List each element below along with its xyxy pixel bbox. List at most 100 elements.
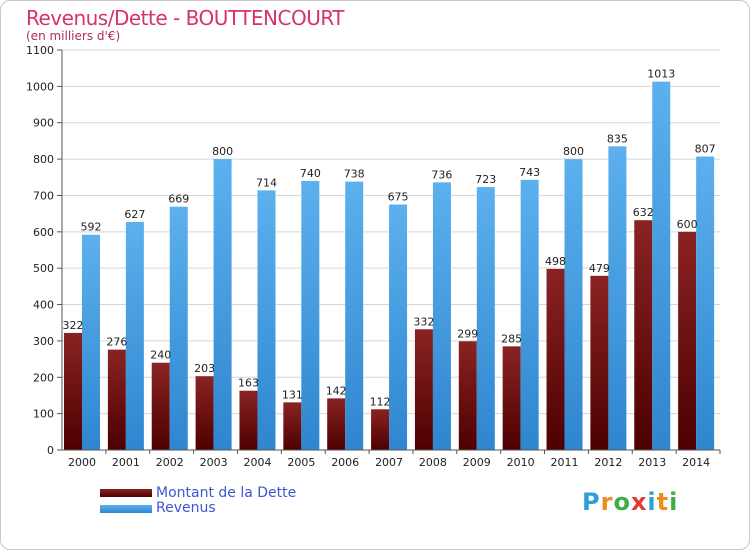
bar-revenue [608,146,627,450]
legend-swatch-revenue [100,505,152,513]
x-tick-label: 2004 [243,456,271,469]
data-label-revenue: 740 [300,167,321,180]
bar-debt [414,329,433,450]
bar-revenue [520,179,539,450]
data-label-revenue: 738 [344,168,365,181]
x-tick-label: 2003 [200,456,228,469]
y-tick-label: 300 [33,335,54,348]
logo-letter: o [613,488,631,516]
proxiti-logo: Proxiti [582,488,678,516]
data-label-debt: 498 [545,255,566,268]
x-tick-label: 2000 [68,456,96,469]
data-label-debt: 600 [677,218,698,231]
x-tick-label: 2010 [507,456,535,469]
bar-debt [502,346,521,450]
data-label-revenue: 714 [256,176,277,189]
bar-revenue [82,234,100,450]
data-label-revenue: 800 [563,145,584,158]
x-tick-label: 2014 [682,456,710,469]
data-label-revenue: 800 [212,145,233,158]
bar-revenue [432,182,451,450]
data-label-debt: 112 [370,395,391,408]
data-label-debt: 299 [457,327,478,340]
y-tick-label: 100 [33,408,54,421]
bar-debt [151,362,170,450]
y-tick-label: 500 [33,262,54,275]
data-label-debt: 142 [326,384,347,397]
y-tick-label: 900 [33,117,54,130]
legend-label-debt: Montant de la Dette [156,485,297,501]
bar-revenue [213,159,232,450]
bar-revenue [389,204,408,450]
x-tick-label: 2001 [112,456,140,469]
bar-debt [327,398,346,450]
x-tick-label: 2012 [594,456,622,469]
x-tick-label: 2013 [638,456,666,469]
x-tick-label: 2006 [331,456,359,469]
x-tick-label: 2011 [551,456,579,469]
bar-debt [371,409,390,450]
y-tick-label: 1000 [26,80,54,93]
data-label-revenue: 743 [519,166,540,179]
data-label-debt: 285 [501,332,522,345]
data-label-debt: 276 [106,336,127,349]
y-tick-label: 200 [33,371,54,384]
data-label-revenue: 592 [81,221,102,234]
bar-debt [546,268,565,450]
legend-label-revenue: Revenus [156,500,216,516]
bar-debt [107,349,126,450]
logo-letter: P [582,488,601,516]
data-label-revenue: 669 [168,193,189,206]
data-label-revenue: 675 [388,191,409,204]
bar-revenue [125,222,144,450]
data-label-debt: 203 [194,362,215,375]
bar-revenue [476,187,495,450]
data-label-revenue: 835 [607,132,628,145]
data-label-debt: 131 [282,388,303,401]
data-label-debt: 322 [63,319,84,332]
bar-revenue [652,81,671,451]
data-label-revenue: 736 [431,168,452,181]
bar-debt [195,376,214,450]
bar-revenue [345,181,364,451]
legend-swatch-debt [100,489,152,497]
bar-revenue [257,190,276,450]
bar-revenue [301,180,320,450]
data-label-revenue: 723 [475,173,496,186]
bar-debt [634,220,653,450]
bar-debt [239,390,258,450]
x-tick-label: 2009 [463,456,491,469]
chart-title: Revenus/Dette - BOUTTENCOURT [26,6,345,30]
data-label-revenue: 627 [124,208,145,221]
bar-debt [64,332,82,450]
x-tick-label: 2007 [375,456,403,469]
data-label-debt: 632 [633,206,654,219]
x-tick-label: 2008 [419,456,447,469]
data-label-debt: 240 [150,349,171,362]
x-tick-label: 2005 [287,456,315,469]
data-label-revenue: 807 [695,143,716,156]
y-tick-label: 700 [33,189,54,202]
logo-letter: i [669,488,679,516]
data-label-debt: 332 [413,315,434,328]
data-label-debt: 163 [238,377,259,390]
logo-letter: r [600,488,614,516]
logo-letter: i [647,488,657,516]
x-tick-label: 2002 [156,456,184,469]
y-tick-label: 800 [33,153,54,166]
y-tick-label: 600 [33,226,54,239]
y-tick-label: 400 [33,299,54,312]
bar-revenue [169,206,188,450]
logo-letter: x [630,488,648,516]
bar-debt [590,275,609,450]
bar-revenue [564,159,583,450]
y-tick-label: 0 [47,444,54,457]
bar-revenue [696,156,715,450]
data-label-revenue: 1013 [647,68,675,81]
bar-debt [283,402,302,450]
bar-debt [458,341,477,450]
data-label-debt: 479 [589,262,610,275]
chart-subtitle: (en milliers d'€) [26,29,121,43]
logo-letter: t [656,488,670,516]
